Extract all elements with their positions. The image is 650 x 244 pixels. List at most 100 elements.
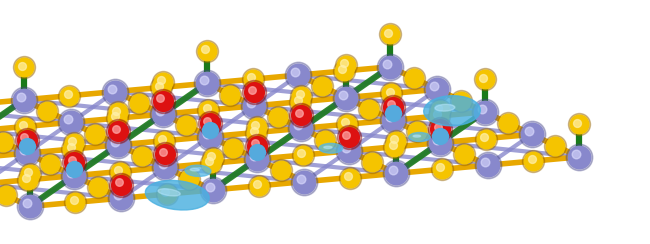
Point [226, 93, 236, 97]
Point [157, 112, 168, 116]
Point [551, 144, 561, 148]
Point [248, 129, 259, 132]
Point [159, 139, 169, 143]
Point [200, 47, 210, 51]
Point [435, 165, 445, 169]
Point [296, 126, 307, 130]
Point [136, 154, 147, 158]
Point [202, 132, 212, 136]
Point [205, 121, 215, 125]
Point [161, 165, 171, 169]
Point [296, 94, 307, 98]
Point [339, 69, 350, 73]
Point [391, 139, 401, 143]
Point [343, 149, 354, 153]
Point [337, 67, 348, 71]
Ellipse shape [413, 135, 421, 137]
Point [343, 174, 354, 178]
Point [110, 114, 120, 118]
Point [23, 178, 33, 182]
Point [205, 121, 215, 125]
Point [204, 160, 214, 163]
Point [202, 119, 213, 123]
Point [429, 84, 439, 88]
Point [206, 161, 216, 165]
Point [249, 90, 259, 94]
Point [155, 78, 166, 82]
Point [24, 172, 34, 176]
Point [252, 144, 262, 148]
Point [389, 137, 399, 141]
Point [432, 112, 442, 116]
Point [181, 123, 191, 127]
Point [21, 176, 31, 180]
Point [70, 200, 81, 204]
Point [317, 84, 327, 88]
Point [113, 193, 124, 197]
Point [482, 163, 493, 167]
Point [526, 132, 537, 136]
Point [116, 196, 126, 200]
Point [157, 163, 168, 166]
Point [391, 172, 401, 175]
Point [317, 84, 327, 88]
Point [202, 81, 212, 85]
Ellipse shape [424, 96, 480, 126]
Point [111, 127, 121, 131]
Point [199, 78, 209, 82]
Point [294, 100, 305, 104]
Point [459, 152, 469, 156]
Point [20, 124, 31, 128]
Point [45, 163, 55, 166]
Point [45, 163, 55, 166]
Point [1, 193, 11, 197]
Point [434, 114, 444, 118]
Point [205, 135, 215, 139]
Point [69, 141, 79, 145]
Point [296, 126, 307, 130]
Point [435, 134, 445, 138]
Point [479, 78, 489, 81]
Point [202, 49, 212, 53]
Point [158, 150, 168, 154]
Point [181, 123, 191, 127]
Point [340, 121, 350, 124]
Point [24, 204, 34, 208]
Point [1, 193, 11, 197]
Point [66, 121, 76, 124]
Point [18, 65, 29, 69]
Point [203, 108, 213, 112]
Point [64, 94, 75, 98]
Point [294, 92, 305, 96]
Point [89, 132, 99, 136]
Point [250, 123, 261, 127]
Point [184, 177, 194, 181]
Point [21, 202, 32, 205]
Point [343, 149, 354, 153]
Point [296, 113, 307, 117]
Point [391, 172, 401, 175]
Point [248, 77, 258, 81]
Point [387, 143, 398, 147]
Point [249, 90, 259, 94]
Point [62, 92, 73, 96]
Point [205, 135, 215, 139]
Point [574, 122, 584, 126]
Point [293, 98, 304, 102]
Point [114, 170, 125, 173]
Point [155, 96, 165, 100]
Point [112, 116, 122, 120]
Point [476, 107, 487, 111]
Ellipse shape [146, 180, 209, 210]
Point [388, 105, 398, 109]
Point [389, 145, 400, 149]
Point [24, 204, 34, 208]
Point [272, 115, 283, 119]
Point [385, 32, 395, 36]
Point [386, 92, 396, 95]
Point [17, 64, 27, 68]
Point [503, 121, 514, 125]
Point [69, 174, 79, 178]
Point [70, 200, 81, 204]
Point [207, 188, 218, 192]
